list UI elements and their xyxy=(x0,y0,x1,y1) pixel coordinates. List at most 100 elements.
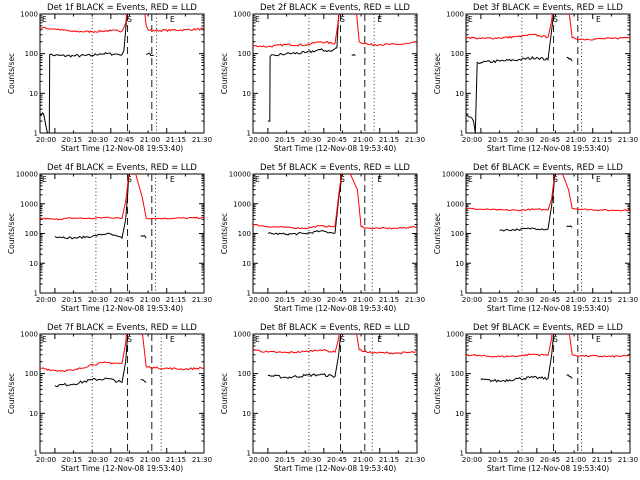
x-tick-label: 21:15 xyxy=(592,136,612,144)
events-series-line xyxy=(54,174,130,240)
start-marker: S xyxy=(127,15,132,24)
y-tick-label: 1000 xyxy=(20,11,38,19)
x-axis-label: Start Time (12-Nov-08 19:53:40) xyxy=(487,464,609,473)
plot-frame xyxy=(252,173,418,294)
y-axis-label: Counts/sec xyxy=(7,53,16,94)
events-series-line xyxy=(40,14,130,133)
y-tick-label: 1 xyxy=(34,290,38,298)
x-tick-label: 20:00 xyxy=(249,296,269,304)
events-series-segment xyxy=(566,374,573,379)
y-tick-label: 100 xyxy=(238,370,251,378)
y-tick-label: 10 xyxy=(29,90,38,98)
x-tick-label: 20:00 xyxy=(36,456,56,464)
x-tick-label: 20:30 xyxy=(514,296,534,304)
end-marker: E xyxy=(170,15,175,24)
x-tick-label: 21:15 xyxy=(166,296,186,304)
x-axis-label: Start Time (12-Nov-08 19:53:40) xyxy=(61,464,183,473)
y-tick-label: 1 xyxy=(460,130,464,138)
y-tick-label: 10 xyxy=(29,260,38,268)
y-tick-label: 1 xyxy=(247,450,251,458)
x-tick-label: 20:45 xyxy=(327,136,347,144)
x-tick-label: 20:30 xyxy=(88,456,108,464)
series-group xyxy=(466,334,630,383)
lld-series-line xyxy=(253,334,417,355)
x-tick-label: 20:15 xyxy=(62,456,82,464)
x-tick-label: 20:15 xyxy=(62,136,82,144)
panel-det-1: Det 1f BLACK = Events, RED = LLD 1 10 100 10… xyxy=(7,3,212,153)
events-series-segment xyxy=(140,234,147,239)
x-tick-label: 20:15 xyxy=(62,296,82,304)
lld-series-line xyxy=(466,174,630,212)
x-tick-label: 20:45 xyxy=(540,456,560,464)
plot-frame xyxy=(39,173,205,294)
x-tick-label: 20:15 xyxy=(275,456,295,464)
panel-title: Det 1f BLACK = Events, RED = LLD xyxy=(47,3,197,13)
x-tick-label: 20:45 xyxy=(327,296,347,304)
x-tick-label: 21:00 xyxy=(566,136,586,144)
end-marker: E xyxy=(596,175,601,184)
x-tick-label: 21:30 xyxy=(618,296,638,304)
y-tick-label: 1000 xyxy=(446,11,464,19)
x-tick-label: 20:30 xyxy=(514,456,534,464)
end-marker: E xyxy=(170,175,175,184)
end-marker-left: E xyxy=(255,335,260,344)
x-tick-label: 21:00 xyxy=(353,296,373,304)
panel-title: Det 7f BLACK = Events, RED = LLD xyxy=(47,323,197,333)
y-axis-label: Counts/sec xyxy=(220,53,229,94)
y-tick-label: 1000 xyxy=(20,200,38,208)
end-marker-left: E xyxy=(42,15,47,24)
x-axis-label: Start Time (12-Nov-08 19:53:40) xyxy=(61,144,183,153)
x-tick-label: 20:15 xyxy=(488,296,508,304)
y-tick-label: 100 xyxy=(451,50,464,58)
end-marker: E xyxy=(377,15,382,24)
x-tick-label: 20:00 xyxy=(462,456,482,464)
x-tick-label: 20:30 xyxy=(88,296,108,304)
panel-det-6: Det 6f BLACK = Events, RED = LLD 1 10 100 10… xyxy=(433,163,638,313)
y-axis-label: Counts/sec xyxy=(220,213,229,254)
panel-title: Det 5f BLACK = Events, RED = LLD xyxy=(260,163,410,173)
events-series-line xyxy=(267,174,343,236)
y-tick-label: 10 xyxy=(455,90,464,98)
x-tick-label: 21:30 xyxy=(618,136,638,144)
x-tick-label: 21:00 xyxy=(566,456,586,464)
panel-det-2: Det 2f BLACK = Events, RED = LLD 1 10 100 10… xyxy=(220,3,425,153)
events-series-line xyxy=(499,174,556,232)
events-series-segment xyxy=(566,225,573,228)
y-axis-label: Counts/sec xyxy=(433,53,442,94)
y-tick-label: 1 xyxy=(460,290,464,298)
x-tick-label: 20:30 xyxy=(301,136,321,144)
series-group xyxy=(253,334,417,380)
y-tick-label: 100 xyxy=(238,230,251,238)
x-tick-label: 20:00 xyxy=(36,296,56,304)
x-tick-label: 21:00 xyxy=(566,296,586,304)
x-tick-label: 20:00 xyxy=(36,136,56,144)
y-tick-label: 1000 xyxy=(233,11,251,19)
x-tick-label: 20:45 xyxy=(114,296,134,304)
x-tick-label: 20:30 xyxy=(514,136,534,144)
panel-det-8: Det 8f BLACK = Events, RED = LLD 1 10 100 10… xyxy=(220,323,425,473)
x-tick-label: 20:45 xyxy=(114,456,134,464)
events-series-line xyxy=(466,14,555,133)
plot-frame xyxy=(252,333,418,454)
start-marker: S xyxy=(553,15,558,24)
x-tick-label: 20:45 xyxy=(114,136,134,144)
x-tick-label: 21:15 xyxy=(592,296,612,304)
plot-frame xyxy=(39,333,205,454)
lld-series-line xyxy=(40,14,204,34)
lld-series-line xyxy=(253,174,417,230)
x-tick-label: 21:30 xyxy=(618,456,638,464)
plot-frame xyxy=(252,13,418,134)
start-marker: S xyxy=(553,335,558,344)
end-marker: E xyxy=(377,175,382,184)
x-tick-label: 20:45 xyxy=(540,136,560,144)
end-marker: E xyxy=(377,335,382,344)
x-tick-label: 21:30 xyxy=(192,136,212,144)
lld-series-line xyxy=(40,334,204,373)
start-marker: S xyxy=(127,175,132,184)
events-series-segment xyxy=(145,52,154,57)
x-tick-label: 21:15 xyxy=(379,296,399,304)
x-tick-label: 21:30 xyxy=(405,296,425,304)
x-tick-label: 20:15 xyxy=(275,296,295,304)
x-tick-label: 21:15 xyxy=(592,456,612,464)
